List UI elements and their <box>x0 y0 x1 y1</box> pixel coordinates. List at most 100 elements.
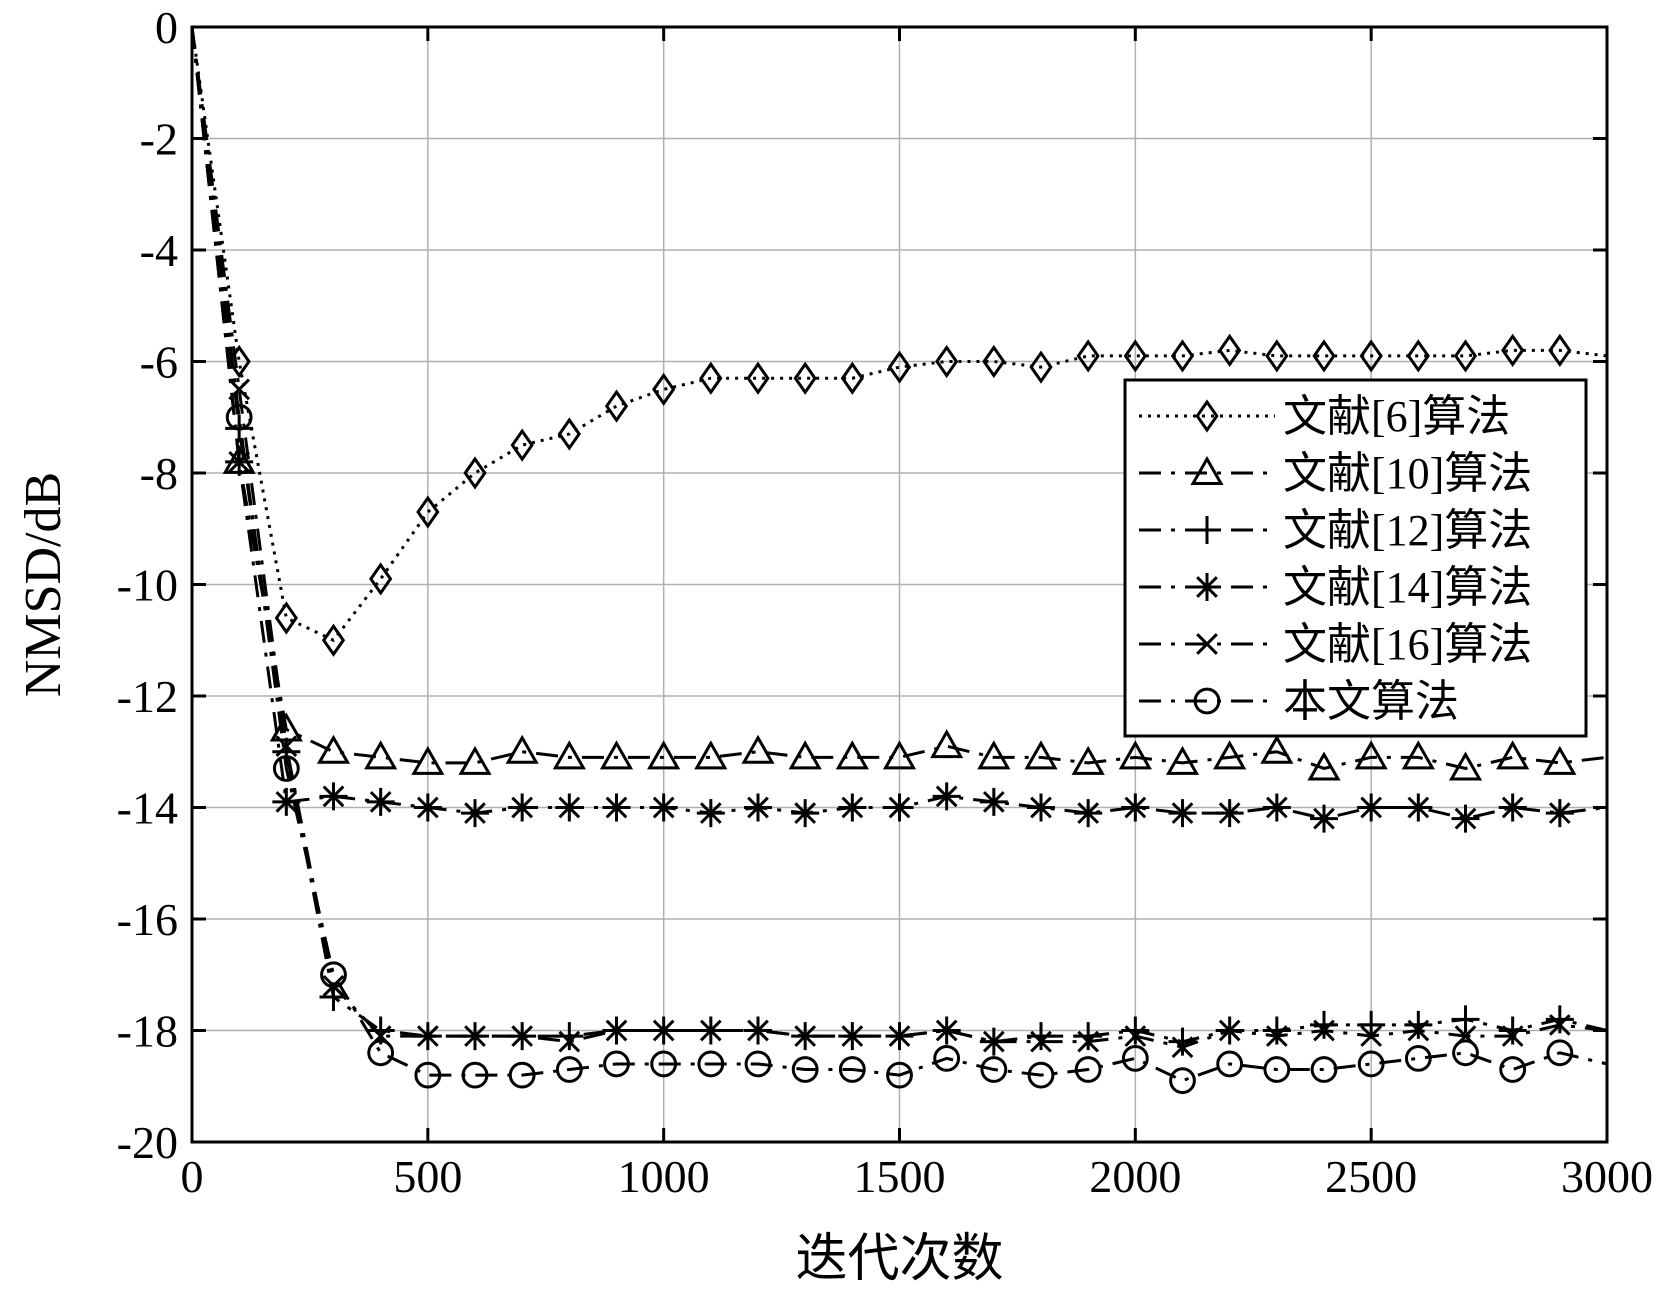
asterisk-marker <box>555 793 584 822</box>
diamond-marker <box>274 601 298 635</box>
legend-entry: 文献[6]算法 <box>1139 392 1510 441</box>
triangle-marker <box>1024 740 1058 770</box>
plus-marker <box>1168 1027 1197 1056</box>
circle-marker <box>886 1061 913 1089</box>
x-marker <box>1196 633 1218 655</box>
triangle-marker <box>930 729 964 759</box>
x-marker <box>1077 1030 1100 1053</box>
circle-marker <box>272 755 300 782</box>
x-marker <box>982 1030 1005 1053</box>
x-tick-label: 2000 <box>1089 1151 1181 1202</box>
triangle-marker <box>1448 751 1483 781</box>
plus-marker <box>1262 1016 1291 1045</box>
y-tick-label: -16 <box>117 894 178 945</box>
triangle-marker <box>788 740 822 770</box>
legend-label: 文献[14]算法 <box>1283 563 1532 612</box>
y-axis-title: NMSD/dB <box>15 472 72 697</box>
asterisk-marker <box>1074 799 1103 828</box>
triangle-marker <box>1213 740 1247 770</box>
asterisk-marker <box>1357 793 1386 822</box>
y-tick-label: -14 <box>117 783 178 834</box>
triangle-marker <box>1190 455 1224 485</box>
circle-marker <box>225 403 253 431</box>
asterisk-marker <box>1027 793 1055 822</box>
diamond-marker <box>510 428 534 462</box>
circle-marker <box>461 1061 489 1089</box>
legend-box <box>1123 378 1588 738</box>
triangle-marker <box>1071 745 1105 775</box>
circle-marker <box>791 1056 819 1083</box>
asterisk-marker <box>272 787 301 816</box>
legend-label: 文献[6]算法 <box>1283 392 1510 441</box>
triangle-marker <box>552 740 586 770</box>
diamond-marker <box>887 350 912 384</box>
x-marker <box>888 1025 911 1047</box>
asterisk-marker <box>649 793 678 822</box>
plus-marker <box>272 737 301 766</box>
asterisk-marker <box>319 782 348 811</box>
x-marker <box>1030 1030 1052 1053</box>
y-tick-label: -10 <box>117 560 178 611</box>
diamond-marker <box>1170 339 1195 373</box>
triangle-marker <box>364 740 398 770</box>
triangle-marker <box>835 740 869 770</box>
asterisk-marker <box>744 793 772 822</box>
circle-marker <box>1216 1050 1244 1078</box>
y-tick-label: -18 <box>117 1006 178 1057</box>
circle-marker <box>1169 1067 1196 1095</box>
triangle-marker <box>1165 745 1200 775</box>
diamond-marker <box>416 495 440 529</box>
circle-marker <box>1357 1050 1385 1078</box>
asterisk-marker <box>1498 793 1527 822</box>
y-tick-label: -6 <box>140 337 178 388</box>
series-markers <box>222 333 1577 1095</box>
triangle-marker <box>647 740 681 770</box>
x-marker <box>1548 1014 1571 1036</box>
circle-marker <box>1027 1061 1055 1089</box>
triangle-marker <box>505 734 539 764</box>
circle-marker <box>1404 1044 1432 1072</box>
diamond-marker <box>321 623 346 657</box>
circle-marker <box>697 1050 725 1078</box>
diamond-marker <box>840 361 864 395</box>
x-marker <box>1407 1019 1430 1042</box>
x-marker <box>1171 1036 1194 1059</box>
plus-marker <box>1027 1022 1055 1051</box>
x-marker <box>699 1019 722 1042</box>
diamond-marker <box>369 562 393 596</box>
x-marker <box>275 735 298 758</box>
diamond-marker <box>699 361 723 395</box>
circle-marker <box>1452 1039 1479 1067</box>
x-marker <box>1313 1019 1335 1042</box>
axis-ticks: 0 500 1000 1500 2000 2500 3000 0 -2 -4 -6 -8 -10 -12 -… <box>117 2 1653 1202</box>
y-tick-label: -2 <box>140 114 178 165</box>
asterisk-marker <box>979 787 1008 816</box>
plus-marker <box>555 1022 584 1051</box>
series-line-5 <box>190 26 1608 1083</box>
legend-entry: 文献[16]算法 <box>1139 620 1532 669</box>
y-tick-label: -12 <box>117 671 178 722</box>
asterisk-marker <box>602 793 631 822</box>
diamond-marker <box>557 417 581 451</box>
x-tick-label: 0 <box>181 1151 204 1202</box>
asterisk-marker <box>696 799 725 828</box>
triangle-marker <box>458 745 492 775</box>
diamond-marker <box>1359 339 1383 373</box>
asterisk-marker <box>1168 799 1197 828</box>
legend-label: 文献[10]算法 <box>1283 449 1532 498</box>
x-marker <box>1501 1025 1524 1047</box>
plus-marker <box>1404 1010 1433 1039</box>
triangle-marker <box>1260 734 1294 764</box>
circle-marker <box>1263 1056 1291 1083</box>
asterisk-marker <box>461 799 489 828</box>
asterisk-marker <box>1404 793 1433 822</box>
asterisk-marker <box>932 782 961 811</box>
x-tick-label: 3000 <box>1561 1151 1653 1202</box>
asterisk-marker <box>1193 573 1221 601</box>
y-tick-label: -8 <box>140 448 178 499</box>
asterisk-marker <box>1545 799 1574 828</box>
circle-marker <box>933 1044 961 1072</box>
triangle-marker <box>1307 751 1341 781</box>
circle-marker <box>508 1061 536 1089</box>
